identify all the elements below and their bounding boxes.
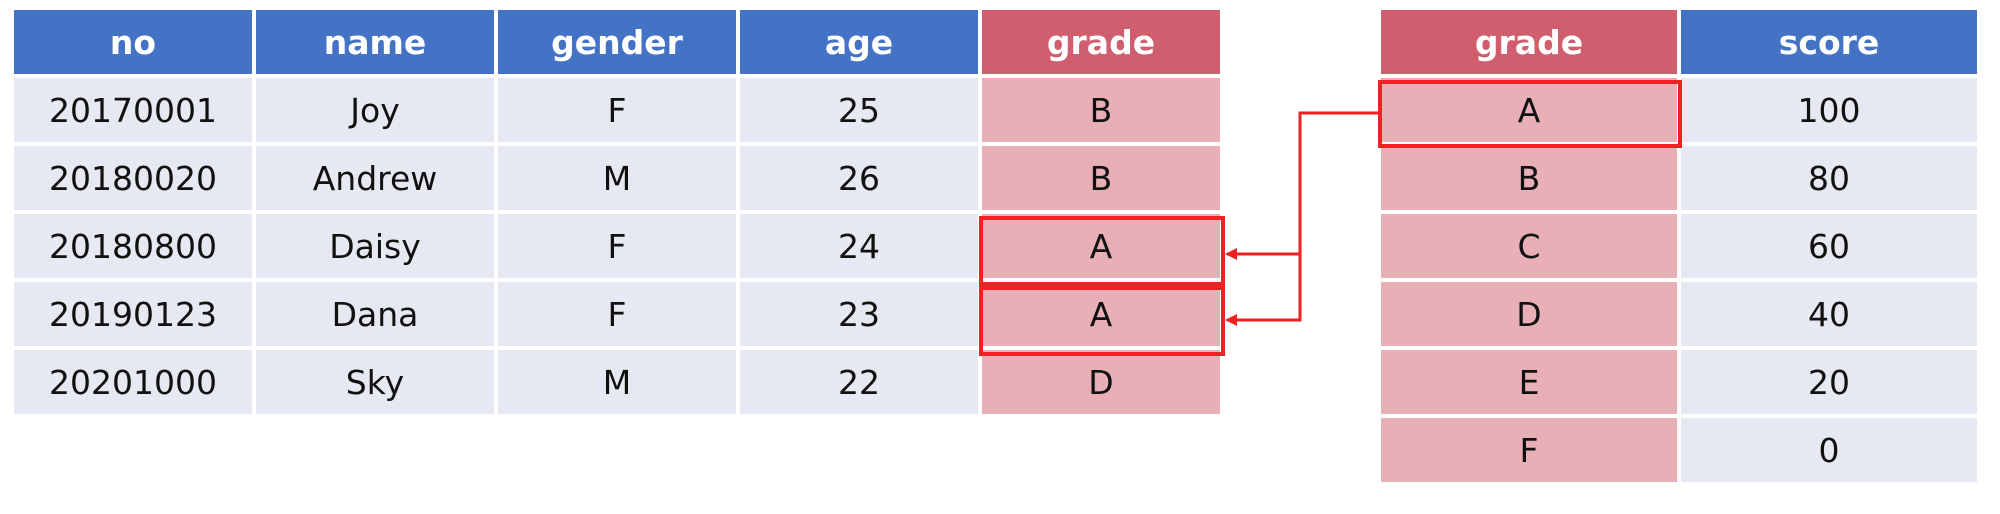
cell-grade: B (982, 146, 1220, 210)
cell-score: 80 (1681, 146, 1977, 210)
cell-grade: B (1381, 146, 1677, 210)
connector-line-daisy (1225, 111, 1378, 260)
students-header-row: no name gender age grade (14, 10, 1220, 74)
cell-age: 25 (740, 78, 978, 142)
cell-gender: M (498, 146, 736, 210)
table-row: 20180020 Andrew M 26 B (14, 146, 1220, 210)
table-row: 20190123 Dana F 23 A (14, 282, 1220, 346)
cell-no: 20180800 (14, 214, 252, 278)
cell-grade: A (1381, 78, 1677, 142)
table-row: A 100 (1381, 78, 1977, 142)
cell-grade: B (982, 78, 1220, 142)
cell-name: Andrew (256, 146, 494, 210)
highlight-student-grade-dana (979, 286, 1225, 356)
col-header-age: age (740, 10, 978, 74)
cell-age: 22 (740, 350, 978, 414)
cell-gender: M (498, 350, 736, 414)
cell-grade: A (982, 282, 1220, 346)
table-row: F 0 (1381, 418, 1977, 482)
cell-grade: D (1381, 282, 1677, 346)
cell-age: 23 (740, 282, 978, 346)
col-header-no: no (14, 10, 252, 74)
cell-grade: D (982, 350, 1220, 414)
cell-no: 20190123 (14, 282, 252, 346)
cell-score: 40 (1681, 282, 1977, 346)
table-row: 20180800 Daisy F 24 A (14, 214, 1220, 278)
cell-name: Daisy (256, 214, 494, 278)
cell-no: 20170001 (14, 78, 252, 142)
cell-score: 0 (1681, 418, 1977, 482)
grade-score-table: grade score A 100 B 80 C 60 D 40 E 20 F … (1377, 6, 1981, 486)
highlight-student-grade-daisy (979, 216, 1225, 286)
cell-grade: E (1381, 350, 1677, 414)
cell-score: 100 (1681, 78, 1977, 142)
cell-name: Joy (256, 78, 494, 142)
table-row: C 60 (1381, 214, 1977, 278)
students-table: no name gender age grade 20170001 Joy F … (10, 6, 1224, 418)
table-row: B 80 (1381, 146, 1977, 210)
table-row: E 20 (1381, 350, 1977, 414)
cell-age: 24 (740, 214, 978, 278)
cell-no: 20201000 (14, 350, 252, 414)
cell-grade: F (1381, 418, 1677, 482)
col-header-score: score (1681, 10, 1977, 74)
col-header-name: name (256, 10, 494, 74)
connector-line-dana (1225, 254, 1302, 326)
cell-gender: F (498, 282, 736, 346)
cell-score: 20 (1681, 350, 1977, 414)
col-header-grade: grade (982, 10, 1220, 74)
table-row: 20201000 Sky M 22 D (14, 350, 1220, 414)
cell-age: 26 (740, 146, 978, 210)
col-header-grade: grade (1381, 10, 1677, 74)
cell-score: 60 (1681, 214, 1977, 278)
cell-name: Sky (256, 350, 494, 414)
cell-no: 20180020 (14, 146, 252, 210)
col-header-gender: gender (498, 10, 736, 74)
table-row: 20170001 Joy F 25 B (14, 78, 1220, 142)
cell-gender: F (498, 214, 736, 278)
cell-grade: C (1381, 214, 1677, 278)
cell-grade: A (982, 214, 1220, 278)
lookup-header-row: grade score (1381, 10, 1977, 74)
cell-gender: F (498, 78, 736, 142)
table-row: D 40 (1381, 282, 1977, 346)
cell-name: Dana (256, 282, 494, 346)
highlight-lookup-grade-a (1378, 80, 1682, 148)
